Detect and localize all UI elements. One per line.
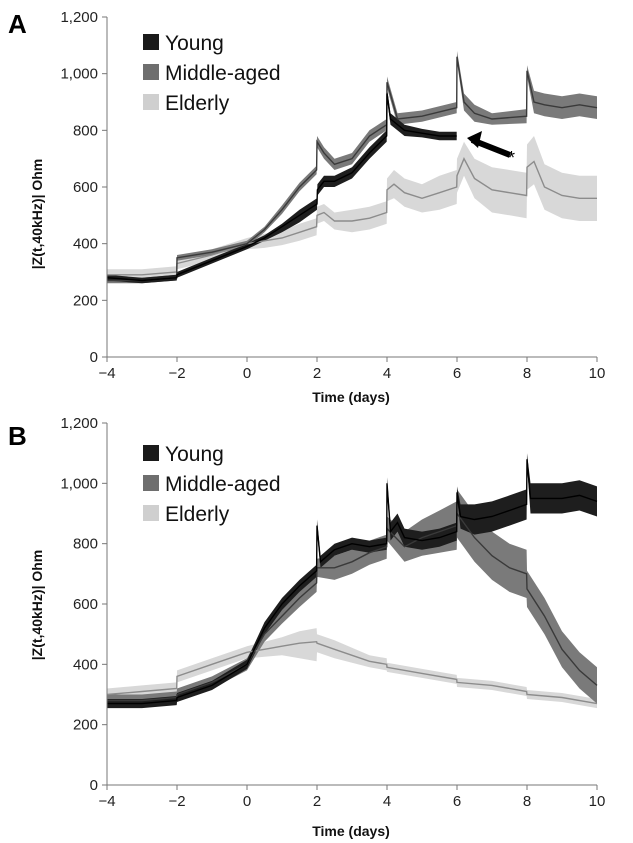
legend-swatch-elderly <box>143 94 159 110</box>
bands-layer <box>107 51 597 284</box>
legend-label-elderly: Elderly <box>165 92 230 115</box>
band-young <box>107 453 597 709</box>
lines-layer <box>106 56 598 282</box>
x-tick-label: 2 <box>313 365 321 382</box>
x-tick-label: 6 <box>453 365 461 382</box>
legend-label-young: Young <box>165 32 224 55</box>
y-tick-label: 600 <box>73 596 98 613</box>
x-tick-label: 4 <box>383 365 391 382</box>
y-tick-label: 0 <box>90 777 98 794</box>
x-axis-label: Time (days) <box>312 823 390 839</box>
y-tick-label: 800 <box>73 122 98 139</box>
y-tick-label: 400 <box>73 656 98 673</box>
x-tick-label: −4 <box>98 793 115 810</box>
band-elderly <box>107 136 597 281</box>
y-tick-label: 1,000 <box>60 475 98 492</box>
series-line-young <box>107 459 598 705</box>
legend-label-young: Young <box>165 443 224 466</box>
ticks-layer: 0 200 400 600 800 1,000 1,200 −4 −2 0 2 4 6 8 10 <box>60 9 605 382</box>
bands-layer <box>107 453 597 709</box>
y-tick-label: 1,200 <box>60 9 98 26</box>
x-tick-label: 0 <box>243 365 251 382</box>
y-tick-label: 800 <box>73 536 98 553</box>
x-tick-label: 4 <box>383 793 391 810</box>
series-line-young <box>106 93 457 282</box>
y-tick-label: 1,200 <box>60 415 98 432</box>
x-tick-label: 10 <box>589 365 606 382</box>
x-tick-label: 2 <box>313 793 321 810</box>
chart-panel-a: A 0 200 400 600 800 1,000 1,200 −4 −2 0 2 4 6 8 10 You… <box>8 9 605 405</box>
legend: Young Middle-aged Elderly <box>143 443 281 526</box>
legend: Young Middle-aged Elderly <box>143 32 281 115</box>
legend-label-elderly: Elderly <box>165 503 230 526</box>
ticks-layer: 0 200 400 600 800 1,000 1,200 −4 −2 0 2 4 6 8 10 <box>60 415 605 810</box>
y-tick-label: 600 <box>73 179 98 196</box>
x-tick-label: −2 <box>168 793 185 810</box>
legend-label-middle-aged: Middle-aged <box>165 62 281 85</box>
annotation-layer: * <box>467 131 515 168</box>
lines-layer <box>106 459 598 705</box>
x-tick-label: 8 <box>523 365 531 382</box>
y-axis-label: |Z(t,40kHz)| Ohm <box>29 550 45 661</box>
legend-swatch-young <box>143 34 159 50</box>
y-tick-label: 200 <box>73 292 98 309</box>
legend-label-middle-aged: Middle-aged <box>165 473 281 496</box>
band-elderly <box>107 628 597 709</box>
x-tick-label: 0 <box>243 793 251 810</box>
legend-swatch-middle-aged <box>143 64 159 80</box>
legend-swatch-elderly <box>143 505 159 521</box>
x-tick-label: 6 <box>453 793 461 810</box>
panel-letter-b: B <box>8 421 27 451</box>
band-middle-aged <box>107 51 597 284</box>
legend-swatch-middle-aged <box>143 475 159 491</box>
x-tick-label: −2 <box>168 365 185 382</box>
y-tick-label: 400 <box>73 236 98 253</box>
y-tick-label: 0 <box>90 349 98 366</box>
y-tick-label: 200 <box>73 717 98 734</box>
y-axis-label: |Z(t,40kHz)| Ohm <box>29 159 45 270</box>
band-middle-aged <box>107 489 597 707</box>
annotation-arrowhead <box>467 131 482 148</box>
x-tick-label: −4 <box>98 365 115 382</box>
x-tick-label: 10 <box>589 793 606 810</box>
x-axis-label: Time (days) <box>312 389 390 405</box>
series-line-elderly <box>106 640 598 705</box>
x-tick-label: 8 <box>523 793 531 810</box>
y-tick-label: 1,000 <box>60 66 98 83</box>
chart-panel-b: B 0 200 400 600 800 1,000 1,200 −4 −2 0 2 4 6 8 10 You… <box>8 415 605 839</box>
panel-letter-a: A <box>8 9 27 39</box>
annotation-asterisk: * <box>508 148 515 168</box>
legend-swatch-young <box>143 445 159 461</box>
